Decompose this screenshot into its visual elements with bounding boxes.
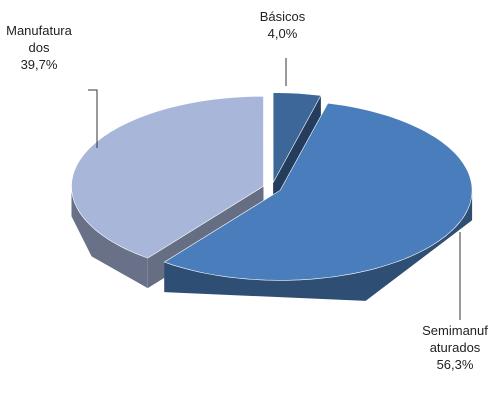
slice	[163, 102, 473, 281]
category-label: Básicos	[259, 9, 306, 24]
slice-wall	[71, 186, 148, 289]
slice-wall	[164, 190, 473, 301]
category-label: Semimanufaturados	[422, 323, 488, 355]
slice-label: Semimanufaturados 56,3%	[420, 322, 489, 373]
slice	[272, 92, 322, 183]
slice-label: Manufaturados 39,7%	[5, 22, 73, 73]
category-label: Manufaturados	[6, 23, 72, 55]
leader-line	[88, 89, 98, 148]
slice	[71, 96, 264, 259]
value-label: 4,0%	[267, 26, 298, 41]
slice-label: Básicos 4,0%	[245, 8, 320, 42]
value-label: 39,7%	[20, 57, 58, 72]
value-label: 56,3%	[436, 357, 474, 372]
